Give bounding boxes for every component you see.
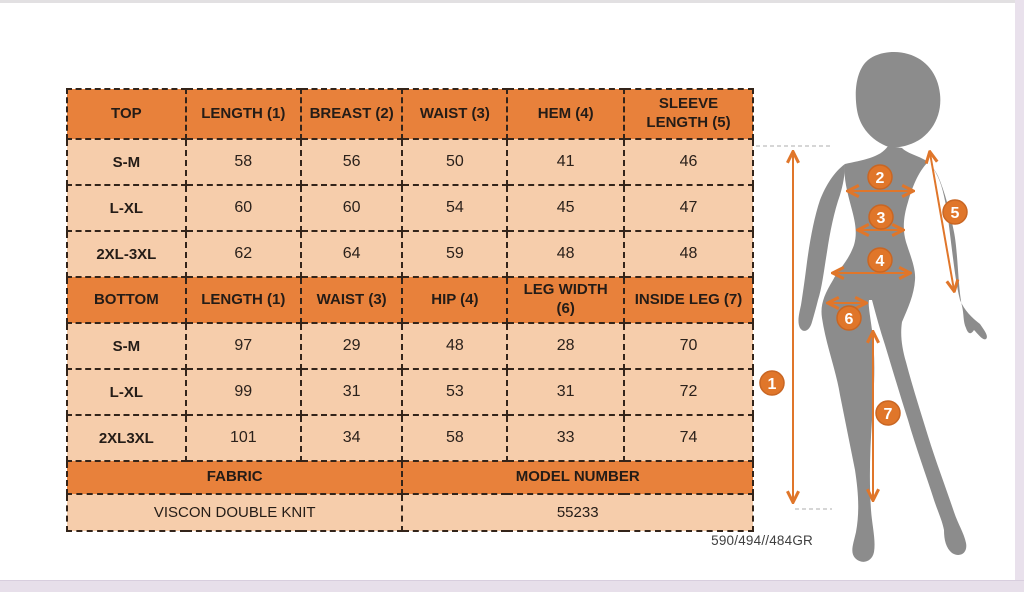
measure-value: 48 bbox=[622, 230, 755, 278]
measure-value: 53 bbox=[401, 368, 509, 416]
size-chart-table: TOP LENGTH (1) BREAST (2) WAIST (3) HEM … bbox=[65, 88, 755, 532]
bottom-header-cell: WAIST (3) bbox=[299, 276, 404, 324]
top-header-cell: LENGTH (1) bbox=[184, 88, 302, 140]
measure-value: 48 bbox=[506, 230, 625, 278]
marker-4: 4 bbox=[867, 247, 893, 273]
measure-value: 59 bbox=[401, 230, 509, 278]
measure-value: 50 bbox=[401, 138, 509, 186]
marker-6-number: 6 bbox=[845, 311, 854, 328]
bottom-header-row: BOTTOM LENGTH (1) WAIST (3) HIP (4) LEG … bbox=[66, 276, 755, 324]
measure-value: 74 bbox=[622, 414, 755, 462]
measure-value: 70 bbox=[622, 322, 755, 370]
measure-value: 29 bbox=[299, 322, 404, 370]
size-label: 2XL3XL bbox=[66, 414, 187, 462]
top-size-row: S-M 58 56 50 41 46 bbox=[66, 138, 755, 186]
measurement-markers: 1 2 3 4 5 6 7 bbox=[759, 164, 968, 426]
silhouette-head bbox=[855, 52, 941, 148]
marker-5: 5 bbox=[942, 199, 968, 225]
size-label: S-M bbox=[66, 322, 187, 370]
size-label: 2XL-3XL bbox=[66, 230, 187, 278]
marker-7-number: 7 bbox=[884, 406, 893, 423]
marker-6: 6 bbox=[836, 305, 862, 331]
bottom-header-cell: LEG WIDTH (6) bbox=[506, 276, 625, 324]
marker-1: 1 bbox=[759, 370, 785, 396]
measure-value: 62 bbox=[184, 230, 302, 278]
top-size-row: 2XL-3XL 62 64 59 48 48 bbox=[66, 230, 755, 278]
fabric-header-cell: FABRIC bbox=[65, 460, 404, 495]
marker-5-number: 5 bbox=[951, 205, 960, 222]
arrow-sleeve bbox=[930, 153, 954, 290]
measure-value: 34 bbox=[299, 414, 404, 462]
measure-value: 45 bbox=[506, 184, 625, 232]
marker-2: 2 bbox=[867, 164, 893, 190]
measure-value: 58 bbox=[401, 414, 509, 462]
top-header-cell: WAIST (3) bbox=[401, 88, 509, 140]
top-header-cell: BREAST (2) bbox=[299, 88, 404, 140]
measure-value: 60 bbox=[299, 184, 404, 232]
measure-value: 54 bbox=[401, 184, 509, 232]
measure-value: 31 bbox=[506, 368, 625, 416]
frame-top-edge bbox=[0, 0, 1024, 3]
measurement-figure: 1 2 3 4 5 6 7 bbox=[756, 52, 987, 562]
bottom-header-cell: BOTTOM bbox=[66, 276, 187, 324]
measure-value: 60 bbox=[184, 184, 302, 232]
woman-silhouette bbox=[798, 52, 987, 562]
model-number-value-cell: 55233 bbox=[401, 493, 754, 532]
measure-value: 97 bbox=[184, 322, 302, 370]
frame-right-edge bbox=[1015, 0, 1024, 592]
bottom-size-row: S-M 97 29 48 28 70 bbox=[66, 322, 755, 370]
top-header-cell: HEM (4) bbox=[506, 88, 625, 140]
top-header-row: TOP LENGTH (1) BREAST (2) WAIST (3) HEM … bbox=[66, 88, 755, 140]
measure-value: 72 bbox=[622, 368, 755, 416]
measure-value: 41 bbox=[506, 138, 625, 186]
bottom-header-cell: HIP (4) bbox=[401, 276, 509, 324]
bottom-size-row: 2XL3XL 101 34 58 33 74 bbox=[66, 414, 755, 462]
size-label: L-XL bbox=[66, 184, 187, 232]
measure-value: 58 bbox=[184, 138, 302, 186]
measurement-guides bbox=[756, 145, 954, 510]
bottom-header-cell: LENGTH (1) bbox=[184, 276, 302, 324]
measure-value: 99 bbox=[184, 368, 302, 416]
marker-4-number: 4 bbox=[876, 253, 885, 270]
top-header-cell: SLEEVE LENGTH (5) bbox=[622, 88, 755, 140]
measure-value: 31 bbox=[299, 368, 404, 416]
top-size-row: L-XL 60 60 54 45 47 bbox=[66, 184, 755, 232]
measure-value: 47 bbox=[622, 184, 755, 232]
fabric-value-cell: VISCON DOUBLE KNIT bbox=[65, 493, 404, 532]
measure-value: 56 bbox=[299, 138, 404, 186]
info-header-row: FABRIC MODEL NUMBER bbox=[65, 460, 754, 495]
frame-bottom-edge bbox=[0, 580, 1024, 592]
marker-7: 7 bbox=[875, 400, 901, 426]
marker-1-number: 1 bbox=[768, 376, 777, 393]
measure-value: 48 bbox=[401, 322, 509, 370]
silhouette-body bbox=[821, 146, 967, 562]
measure-value: 33 bbox=[506, 414, 625, 462]
marker-3-number: 3 bbox=[877, 210, 886, 227]
size-label: L-XL bbox=[66, 368, 187, 416]
measure-value: 46 bbox=[622, 138, 755, 186]
size-label: S-M bbox=[66, 138, 187, 186]
product-code-text: 590/494//484GR bbox=[711, 533, 813, 548]
bottom-header-cell: INSIDE LEG (7) bbox=[622, 276, 755, 324]
marker-2-number: 2 bbox=[876, 170, 885, 187]
measure-value: 28 bbox=[506, 322, 625, 370]
measure-value: 101 bbox=[184, 414, 302, 462]
bottom-size-row: L-XL 99 31 53 31 72 bbox=[66, 368, 755, 416]
measure-value: 64 bbox=[299, 230, 404, 278]
silhouette-left-arm bbox=[798, 164, 845, 331]
model-number-header-cell: MODEL NUMBER bbox=[401, 460, 754, 495]
marker-3: 3 bbox=[868, 204, 894, 230]
top-header-cell: TOP bbox=[66, 88, 187, 140]
info-value-row: VISCON DOUBLE KNIT 55233 bbox=[65, 493, 754, 532]
